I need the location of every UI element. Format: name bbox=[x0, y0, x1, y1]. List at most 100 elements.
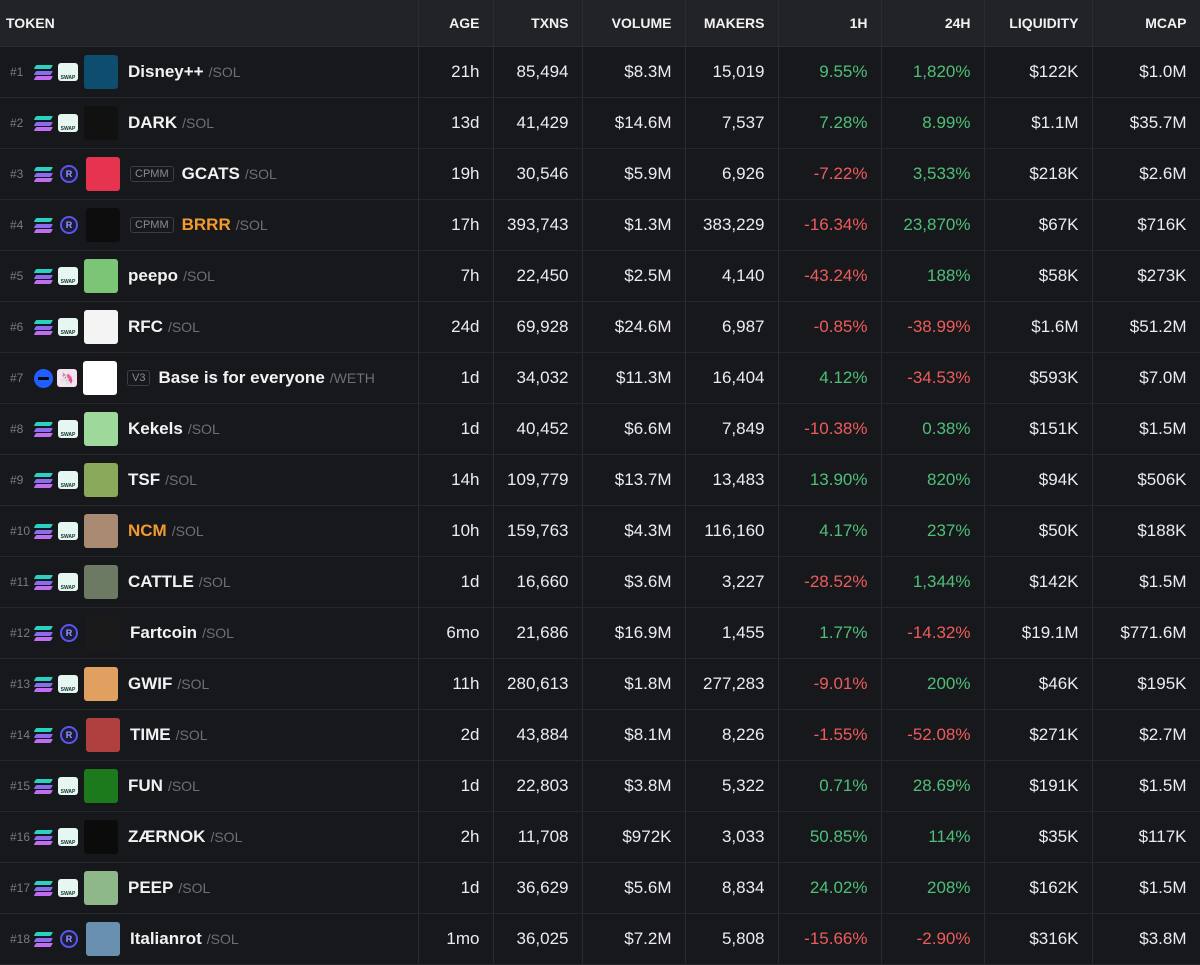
table-row[interactable]: #16 SWAP ZÆRNOK /SOL 2h 11,708 $972K 3,0… bbox=[0, 811, 1200, 863]
table-row[interactable]: #8 SWAP Kekels /SOL 1d 40,452 $6.6M 7,84… bbox=[0, 403, 1200, 455]
table-row[interactable]: #2 SWAP DARK /SOL 13d 41,429 $14.6M 7,53… bbox=[0, 97, 1200, 149]
table-row[interactable]: #18 R Italianrot /SOL 1mo 36,025 $7.2M 5… bbox=[0, 913, 1200, 965]
solana-icon bbox=[33, 828, 54, 846]
quote-pair: /SOL bbox=[210, 829, 243, 845]
mcap-cell: $771.6M bbox=[1092, 607, 1200, 659]
rank-label: #15 bbox=[10, 779, 31, 793]
age-cell: 1d bbox=[418, 556, 494, 608]
brrr-logo bbox=[86, 208, 120, 242]
table-row[interactable]: #12 R Fartcoin /SOL 6mo 21,686 $16.9M 1,… bbox=[0, 607, 1200, 659]
age-cell: 17h bbox=[418, 199, 494, 251]
token-cell[interactable]: #17 SWAP PEEP /SOL bbox=[0, 862, 419, 914]
table-row[interactable]: #4 R CPMM BRRR /SOL 17h 393,743 $1.3M 38… bbox=[0, 199, 1200, 251]
txns-cell: 43,884 bbox=[493, 709, 583, 761]
header-mcap[interactable]: MCAP bbox=[1092, 0, 1200, 47]
makers-cell: 7,849 bbox=[685, 403, 779, 455]
txns-cell: 30,546 bbox=[493, 148, 583, 200]
table-row[interactable]: #17 SWAP PEEP /SOL 1d 36,629 $5.6M 8,834… bbox=[0, 862, 1200, 914]
table-row[interactable]: #5 SWAP peepo /SOL 7h 22,450 $2.5M 4,140… bbox=[0, 250, 1200, 302]
table-row[interactable]: #6 SWAP RFC /SOL 24d 69,928 $24.6M 6,987… bbox=[0, 301, 1200, 353]
token-cell[interactable]: #16 SWAP ZÆRNOK /SOL bbox=[0, 811, 419, 863]
rank-label: #16 bbox=[10, 830, 31, 844]
token-cell[interactable]: #10 SWAP NCM /SOL bbox=[0, 505, 419, 557]
table-row[interactable]: #15 SWAP FUN /SOL 1d 22,803 $3.8M 5,322 … bbox=[0, 760, 1200, 812]
token-cell[interactable]: #1 SWAP Disney++ /SOL bbox=[0, 46, 419, 98]
makers-cell: 3,227 bbox=[685, 556, 779, 608]
liquidity-cell: $46K bbox=[984, 658, 1093, 710]
token-cell[interactable]: #8 SWAP Kekels /SOL bbox=[0, 403, 419, 455]
token-cell[interactable]: #11 SWAP CATTLE /SOL bbox=[0, 556, 419, 608]
header-makers[interactable]: MAKERS bbox=[685, 0, 779, 47]
table-row[interactable]: #1 SWAP Disney++ /SOL 21h 85,494 $8.3M 1… bbox=[0, 46, 1200, 98]
rank-label: #5 bbox=[10, 269, 24, 283]
token-cell[interactable]: #13 SWAP GWIF /SOL bbox=[0, 658, 419, 710]
token-cell[interactable]: #5 SWAP peepo /SOL bbox=[0, 250, 419, 302]
volume-cell: $6.6M bbox=[582, 403, 686, 455]
token-cell[interactable]: #6 SWAP RFC /SOL bbox=[0, 301, 419, 353]
quote-pair: /SOL bbox=[167, 778, 200, 794]
makers-cell: 3,033 bbox=[685, 811, 779, 863]
token-name: PEEP bbox=[128, 878, 174, 897]
solana-icon bbox=[33, 63, 54, 81]
change-24h-cell: -38.99% bbox=[881, 301, 985, 353]
token-name: TIME bbox=[130, 725, 171, 744]
liquidity-cell: $58K bbox=[984, 250, 1093, 302]
solana-icon bbox=[33, 930, 54, 948]
sparkle-logo bbox=[84, 106, 118, 140]
volume-cell: $24.6M bbox=[582, 301, 686, 353]
token-name: GWIF bbox=[128, 674, 173, 693]
table-row[interactable]: #7 🦄 V3 Base is for everyone /WETH 1d 34… bbox=[0, 352, 1200, 404]
liquidity-cell: $1.6M bbox=[984, 301, 1093, 353]
liquidity-cell: $191K bbox=[984, 760, 1093, 812]
base-logo bbox=[83, 361, 117, 395]
pool-badge: CPMM bbox=[130, 166, 174, 182]
change-1h-cell: -1.55% bbox=[778, 709, 882, 761]
header-liquidity[interactable]: LIQUIDITY bbox=[984, 0, 1093, 47]
table-row[interactable]: #3 R CPMM GCATS /SOL 19h 30,546 $5.9M 6,… bbox=[0, 148, 1200, 200]
makers-cell: 13,483 bbox=[685, 454, 779, 506]
table-row[interactable]: #13 SWAP GWIF /SOL 11h 280,613 $1.8M 277… bbox=[0, 658, 1200, 710]
volume-cell: $3.8M bbox=[582, 760, 686, 812]
header-token[interactable]: TOKEN bbox=[0, 0, 419, 47]
mcap-cell: $716K bbox=[1092, 199, 1200, 251]
token-cell[interactable]: #9 SWAP TSF /SOL bbox=[0, 454, 419, 506]
mcap-cell: $506K bbox=[1092, 454, 1200, 506]
quote-pair: /SOL bbox=[171, 523, 204, 539]
rank-label: #8 bbox=[10, 422, 24, 436]
age-cell: 1d bbox=[418, 862, 494, 914]
mcap-cell: $51.2M bbox=[1092, 301, 1200, 353]
solana-icon bbox=[33, 522, 54, 540]
table-row[interactable]: #9 SWAP TSF /SOL 14h 109,779 $13.7M 13,4… bbox=[0, 454, 1200, 506]
table-row[interactable]: #11 SWAP CATTLE /SOL 1d 16,660 $3.6M 3,2… bbox=[0, 556, 1200, 608]
age-cell: 7h bbox=[418, 250, 494, 302]
header-1h[interactable]: 1H bbox=[778, 0, 882, 47]
header-txns[interactable]: TXNS bbox=[493, 0, 583, 47]
time-logo bbox=[86, 718, 120, 752]
token-cell[interactable]: #4 R CPMM BRRR /SOL bbox=[0, 199, 419, 251]
mcap-cell: $273K bbox=[1092, 250, 1200, 302]
volume-cell: $972K bbox=[582, 811, 686, 863]
header-age[interactable]: AGE bbox=[418, 0, 494, 47]
token-cell[interactable]: #7 🦄 V3 Base is for everyone /WETH bbox=[0, 352, 419, 404]
quote-pair: /SOL bbox=[208, 64, 241, 80]
token-cell[interactable]: #18 R Italianrot /SOL bbox=[0, 913, 419, 965]
mcap-cell: $3.8M bbox=[1092, 913, 1200, 965]
token-cell[interactable]: #12 R Fartcoin /SOL bbox=[0, 607, 419, 659]
txns-cell: 41,429 bbox=[493, 97, 583, 149]
liquidity-cell: $1.1M bbox=[984, 97, 1093, 149]
table-row[interactable]: #14 R TIME /SOL 2d 43,884 $8.1M 8,226 -1… bbox=[0, 709, 1200, 761]
rank-label: #12 bbox=[10, 626, 31, 640]
token-cell[interactable]: #3 R CPMM GCATS /SOL bbox=[0, 148, 419, 200]
raydium-icon: R bbox=[60, 624, 78, 642]
change-1h-cell: 4.12% bbox=[778, 352, 882, 404]
change-24h-cell: 23,870% bbox=[881, 199, 985, 251]
token-cell[interactable]: #14 R TIME /SOL bbox=[0, 709, 419, 761]
header-volume[interactable]: VOLUME bbox=[582, 0, 686, 47]
token-cell[interactable]: #2 SWAP DARK /SOL bbox=[0, 97, 419, 149]
header-24h[interactable]: 24H bbox=[881, 0, 985, 47]
quote-pair: /WETH bbox=[329, 370, 375, 386]
token-cell[interactable]: #15 SWAP FUN /SOL bbox=[0, 760, 419, 812]
change-1h-cell: -9.01% bbox=[778, 658, 882, 710]
age-cell: 11h bbox=[418, 658, 494, 710]
table-row[interactable]: #10 SWAP NCM /SOL 10h 159,763 $4.3M 116,… bbox=[0, 505, 1200, 557]
